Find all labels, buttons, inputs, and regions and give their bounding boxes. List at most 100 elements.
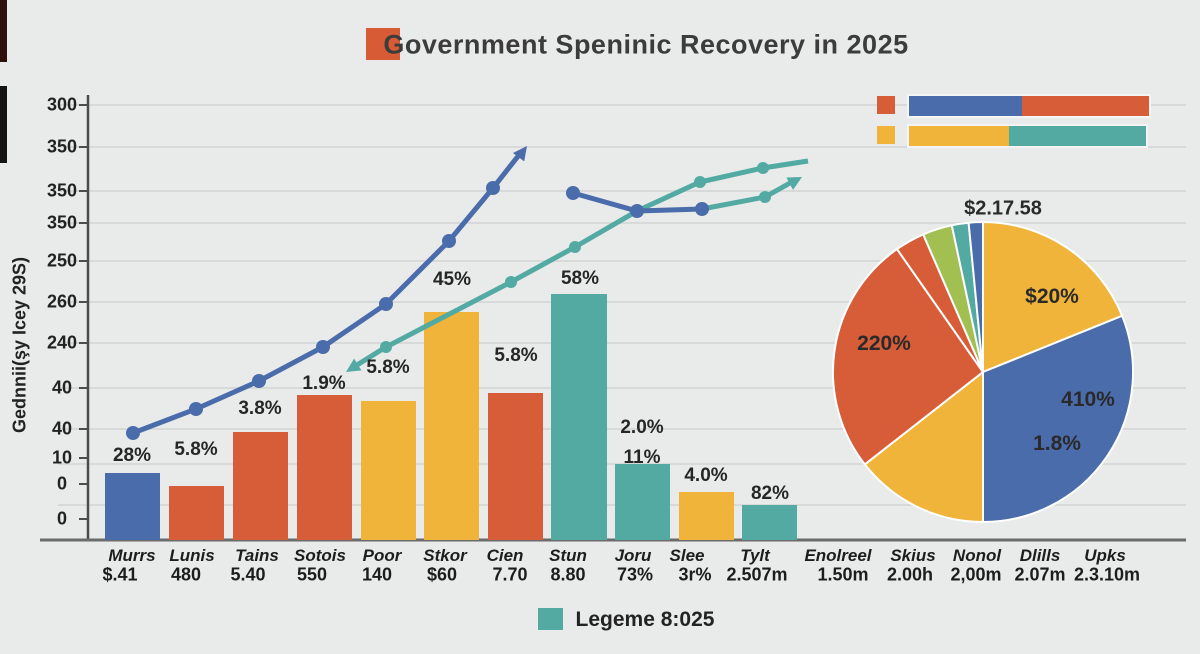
bar: [551, 294, 607, 540]
bar-value-label: 45%: [432, 269, 472, 290]
x-category-name: Stun: [549, 546, 587, 565]
bar-value-label: 82%: [750, 483, 790, 504]
x-category-value: 480: [170, 564, 202, 585]
x-category-value: 2.00h: [886, 564, 934, 585]
x-category-value: 2,00m: [950, 564, 1002, 585]
bottom-legend-swatch: [538, 608, 563, 630]
bar: [615, 464, 670, 540]
legend-swatch-red: [877, 96, 895, 114]
x-category-name: Enolreel: [804, 546, 872, 565]
x-category-value: 2.07m: [1014, 564, 1066, 585]
pie-chart: [831, 221, 1134, 523]
pie-slice-yellow-bottom: [863, 371, 984, 523]
pie-slice-yellow-top: [982, 221, 1124, 373]
x-category-name: Tylt: [740, 546, 770, 565]
bar-value-label: 5.8%: [494, 345, 538, 366]
bar: [424, 312, 479, 540]
y-tick-label: 260: [46, 291, 78, 312]
bar-value-label: 4.0%: [684, 465, 728, 486]
bar-series: [105, 294, 797, 540]
y-tick-label: 250: [46, 250, 78, 271]
x-category-name: Sotois: [294, 546, 346, 565]
edge-artifact-mid: [0, 86, 7, 163]
bar: [361, 401, 416, 540]
teal-trend-lines: [346, 158, 809, 372]
x-category-name: Murrs: [108, 546, 156, 565]
x-category-value: 8.80: [550, 564, 586, 585]
legend-bar-segment-yellow: [909, 126, 1009, 146]
pie-slice-label: 410%: [1061, 388, 1115, 411]
x-category-value: 140: [361, 564, 393, 585]
bar: [233, 432, 288, 540]
x-category-name: Upks: [1084, 546, 1126, 565]
legend-bar-segment-teal: [1008, 126, 1146, 146]
bottom-legend-label: Legeme 8:025: [575, 608, 715, 631]
legend-stacked-bar-1: [907, 94, 1151, 118]
bar-value-label: 5.8%: [174, 439, 218, 460]
pie-slice-blue-sliver: [967, 221, 984, 373]
legend-swatch-yellow: [877, 126, 895, 144]
x-category-value: 7.70: [492, 564, 528, 585]
blue-trend-lines: [126, 146, 709, 440]
x-category-value: 550: [296, 564, 328, 585]
bar-value-label: 11%: [623, 447, 661, 468]
pie-slice-blue-large: [982, 314, 1134, 523]
bar-value-label: 5.8%: [366, 357, 410, 378]
teal-arrowhead-down-left: [346, 358, 362, 372]
legend-stacked-bar-2: [907, 124, 1148, 148]
pie-top-label: $2.17.58: [964, 197, 1042, 220]
bar-value-label: 58%: [560, 268, 600, 289]
y-tick-label: 350: [46, 180, 78, 201]
x-category-name: Joru: [614, 546, 652, 565]
bar: [488, 393, 543, 540]
teal-arrowhead-up-right: [786, 177, 802, 190]
x-category-value: 1.50m: [817, 564, 869, 585]
bar: [742, 505, 797, 540]
pie-slice-label: $20%: [1025, 285, 1079, 308]
pie-slice-label: 1.8%: [1033, 432, 1081, 455]
edge-artifact-top: [0, 0, 7, 62]
x-category-name: Lunis: [169, 546, 215, 565]
blue-arrowhead-up-right: [513, 146, 527, 162]
x-category-name: Tains: [235, 546, 279, 565]
y-tick-label: 300: [46, 94, 78, 115]
x-category-name: Skius: [890, 546, 936, 565]
y-tick-label: 0: [56, 473, 68, 494]
x-category-value: 3r%: [678, 564, 712, 585]
y-axis-title: Gednnii(şy Icey 29S): [9, 256, 30, 434]
y-tick-label: 40: [51, 377, 73, 398]
pie-slice-label: 220%: [857, 332, 911, 355]
x-category-name: Cien: [486, 546, 524, 565]
bar: [679, 492, 734, 540]
bar: [105, 473, 160, 540]
bar-value-label: 28%: [112, 445, 152, 466]
y-axis-ticks: [79, 104, 88, 520]
x-category-name: Slee: [669, 546, 705, 565]
bar-value-label: 3.8%: [238, 398, 282, 419]
x-category-name: Poor: [362, 546, 402, 565]
x-category-name: Stkor: [423, 546, 467, 565]
x-category-name: Nonol: [952, 546, 1002, 565]
y-tick-label: 350: [46, 212, 78, 233]
x-category-value: 2.3.10m: [1073, 564, 1141, 585]
y-tick-label: 40: [51, 418, 73, 439]
bar-value-label: 2.0%: [620, 417, 664, 438]
y-tick-label: 10: [51, 447, 73, 468]
x-category-value: 73%: [616, 564, 654, 585]
x-category-value: $60: [426, 564, 458, 585]
y-tick-label: 350: [46, 136, 78, 157]
x-category-value: 5.40: [230, 564, 266, 585]
x-category-name: Dlills: [1019, 546, 1061, 565]
x-category-value: 2.507m: [726, 564, 788, 585]
legend-bar-segment-blue: [909, 96, 1022, 116]
page-title: Government Speninic Recovery in 2025: [383, 29, 909, 60]
pie-slice-red-large: [831, 248, 984, 466]
legend-bar-segment-red: [1021, 96, 1149, 116]
title-accent-swatch: [366, 28, 400, 60]
y-tick-label: 240: [46, 332, 78, 353]
bar-value-label: 1.9%: [302, 373, 346, 394]
x-category-value: $.41: [102, 564, 138, 585]
bar: [297, 395, 352, 540]
